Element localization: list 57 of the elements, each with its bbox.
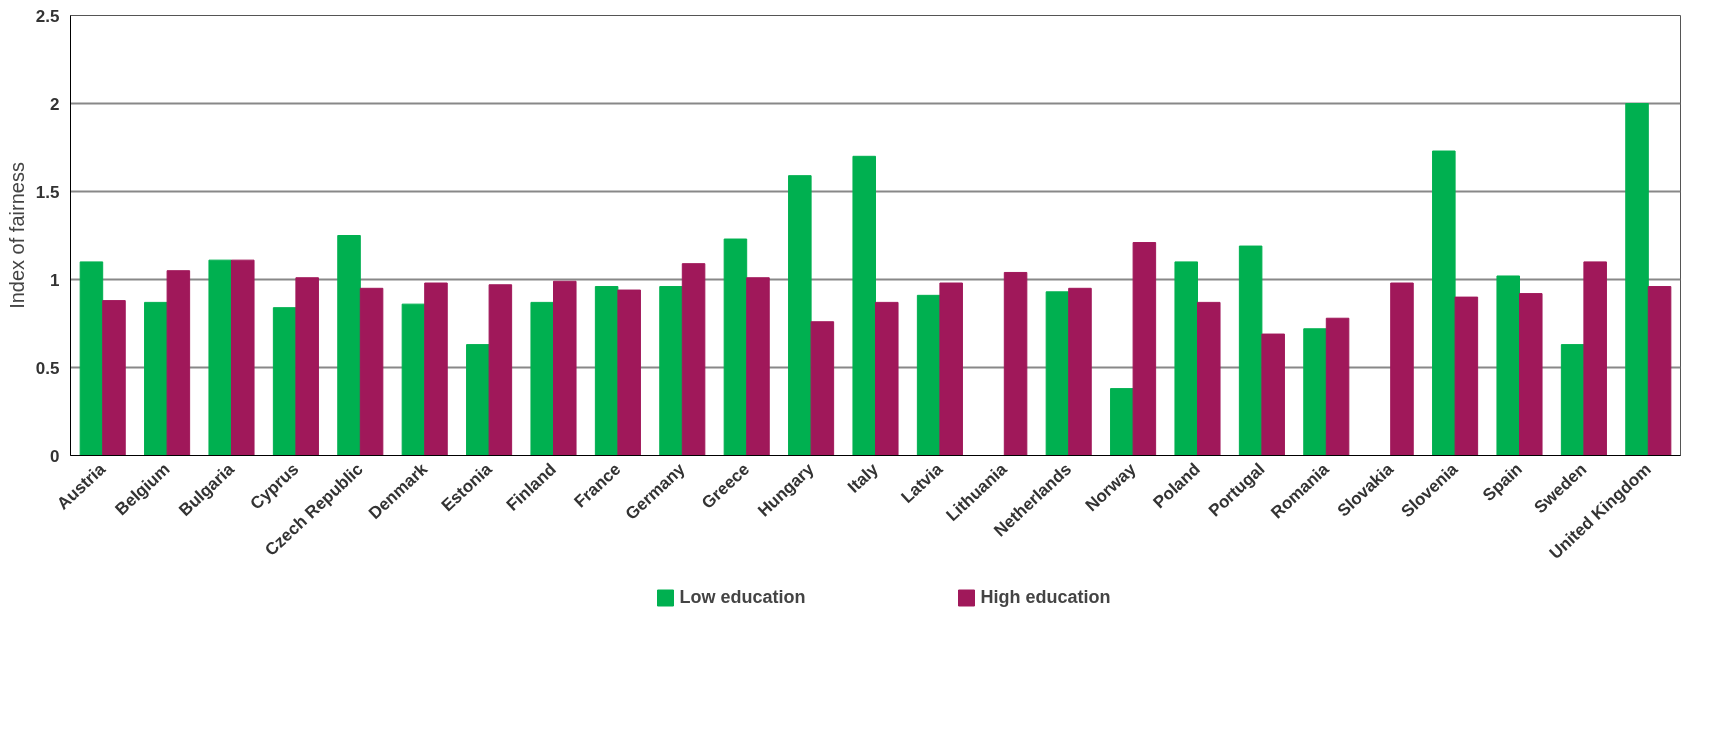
y-tick-label: 0.5: [35, 358, 60, 378]
bar: [466, 344, 490, 456]
bar: [659, 286, 683, 456]
bar: [295, 277, 319, 456]
bar: [272, 307, 297, 456]
bar: [916, 294, 941, 456]
y-tick-label: 2: [50, 94, 60, 114]
bar: [746, 277, 770, 456]
bar: [1454, 296, 1479, 456]
bar: [1045, 291, 1070, 456]
bar: [359, 287, 384, 456]
bar: [1110, 388, 1134, 456]
bar: [1174, 261, 1198, 456]
bar: [1647, 286, 1672, 456]
bar: [102, 300, 126, 456]
bar: [488, 284, 513, 456]
bar: [530, 301, 554, 456]
y-tick-label: 1.5: [35, 182, 60, 202]
bar: [1560, 344, 1585, 456]
bar: [208, 259, 232, 456]
bar: [553, 280, 577, 456]
bar: [424, 282, 448, 456]
bar: [1390, 282, 1414, 456]
bar: [875, 301, 899, 456]
y-tick-label: 2.5: [35, 6, 60, 26]
y-tick-label: 1: [50, 270, 60, 290]
bar: [788, 175, 812, 456]
bar: [1432, 150, 1456, 456]
bar: [1261, 333, 1285, 456]
bar: [617, 289, 641, 456]
bar: [1625, 103, 1649, 456]
bar: [79, 261, 104, 456]
bar: [337, 235, 361, 456]
bar: [852, 155, 876, 456]
bar: [1496, 275, 1520, 456]
bar: [1325, 317, 1350, 456]
bar: [810, 321, 835, 456]
bar: [1003, 271, 1028, 456]
bar: [1519, 293, 1543, 456]
bar: [1132, 242, 1157, 456]
bar: [723, 238, 748, 456]
bar: [1197, 301, 1221, 456]
bar: [681, 263, 706, 456]
bar: [594, 286, 619, 456]
bar: [231, 259, 255, 456]
bar: [401, 303, 426, 456]
bar: [166, 270, 191, 456]
legend-label: Low education: [679, 586, 806, 608]
y-tick-label: 0: [50, 446, 60, 466]
legend-label: High education: [980, 586, 1111, 608]
bar: [1583, 261, 1607, 456]
y-axis-title: Index of fairness: [5, 162, 28, 309]
bar: [939, 282, 963, 456]
bar: [1238, 245, 1263, 456]
bar: [1068, 287, 1092, 456]
bar: [144, 301, 168, 456]
bar: [1303, 328, 1327, 456]
